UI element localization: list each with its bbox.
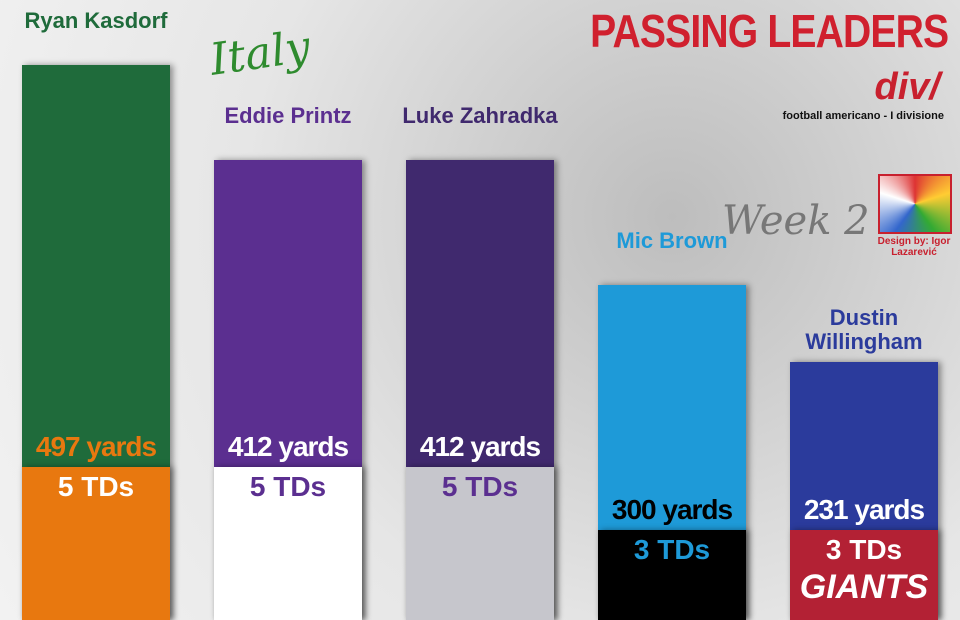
td-label: 5 TDs xyxy=(441,471,519,502)
td-label: 3 TDs xyxy=(633,534,711,565)
value-label: 300 yards xyxy=(611,494,733,525)
ball-icon xyxy=(878,174,952,234)
player-name: Dustin Willingham xyxy=(805,304,923,354)
td-label: 5 TDs xyxy=(249,471,327,502)
player-name: Luke Zahradka xyxy=(402,102,558,128)
bar-base xyxy=(406,467,554,620)
value-label: 412 yards xyxy=(419,431,541,462)
bar-base xyxy=(790,530,938,620)
bar-base xyxy=(598,530,746,620)
value-label: 497 yards xyxy=(35,431,157,462)
bar-base xyxy=(214,467,362,620)
td-label: 3 TDs xyxy=(825,534,903,565)
league: football americano - I divisione xyxy=(782,110,944,122)
logo: div/ xyxy=(874,66,940,108)
player-name: Eddie Printz xyxy=(224,102,352,128)
value-label: 412 yards xyxy=(227,431,349,462)
player-name: Ryan Kasdorf xyxy=(24,7,168,33)
team-logo: GIANTS xyxy=(799,568,929,606)
credit: Design by: Igor Lazarević xyxy=(877,236,951,258)
bar-base xyxy=(22,467,170,620)
title: PASSING LEADERS xyxy=(589,5,949,57)
value-label: 231 yards xyxy=(803,494,925,525)
country: Italy xyxy=(206,21,314,86)
td-label: 5 TDs xyxy=(57,471,135,502)
week: Week 2 xyxy=(722,198,870,244)
player-name: Mic Brown xyxy=(616,227,728,253)
